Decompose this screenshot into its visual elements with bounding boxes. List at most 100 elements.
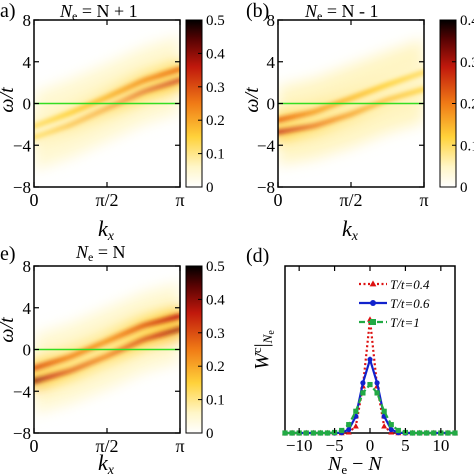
- colorbar-tick-label: 0: [206, 426, 214, 442]
- colorbar-tick-label: 0.2: [206, 359, 225, 375]
- colorbar-tick-label: 0.5: [206, 259, 225, 275]
- ylabel-c: ω/t: [0, 317, 18, 343]
- band-core-segment: [172, 76, 180, 84]
- data-point: [360, 380, 366, 386]
- x-tick-label: π/2: [339, 190, 362, 210]
- y-tick-label: 4: [23, 53, 32, 72]
- colorbar-tick-label: 0.3: [206, 80, 225, 96]
- data-point: [346, 427, 352, 433]
- legend-label: T/t=0.4: [390, 277, 430, 292]
- colorbar-tick-label: 0.4: [460, 13, 474, 29]
- panel-a: a) Ne = N + 1 840−4−80 π/2 π 00.10.20.30.4…: [0, 0, 225, 244]
- data-point: [424, 430, 430, 436]
- y-tick-label: −4: [13, 136, 32, 155]
- colorbar-tick-label: 0.4: [206, 46, 225, 62]
- panel-c: e) Ne = N 840−4−80 π/2 π 00.10.20.30.40.5 …: [0, 242, 225, 474]
- series-line: [285, 382, 455, 435]
- panel-b-label: (b): [246, 0, 269, 22]
- spectral-band-2: [278, 64, 424, 129]
- panel-d-label: (d): [246, 245, 269, 267]
- x-tick-label: 5: [401, 436, 410, 455]
- band-core-segment: [416, 86, 424, 93]
- series-line: [285, 355, 455, 435]
- x-tick-label: π/2: [95, 436, 118, 456]
- data-point: [381, 423, 388, 429]
- series-line: [285, 319, 455, 435]
- x-tick-label: π: [175, 436, 184, 456]
- data-point: [353, 408, 359, 414]
- plot-frame-d: [284, 265, 456, 434]
- heatmap-area-a: [34, 35, 180, 171]
- data-point: [388, 427, 394, 433]
- legend-marker: [370, 319, 376, 325]
- data-point: [352, 423, 359, 429]
- x-tick-label: −5: [326, 436, 344, 455]
- colorbar-ticks-c: 0 0.1 0.2 0.3 0.4 0.5: [198, 259, 225, 442]
- colorbar-ticks-a: 0 0.1 0.2 0.3 0.4 0.5: [198, 13, 225, 196]
- data-point: [374, 380, 380, 386]
- heatmap-area-b: [278, 38, 424, 166]
- x-tick-label: 0: [274, 190, 283, 210]
- colorbar-a: [185, 19, 203, 188]
- legend-marker: [369, 280, 377, 287]
- y-tick-label: 8: [23, 11, 32, 30]
- data-point: [339, 427, 345, 434]
- xlabel-d: Ne − N: [327, 453, 383, 474]
- legend-item: T/t=0.6: [359, 296, 430, 311]
- colorbar-tick-label: 0.1: [206, 393, 225, 409]
- y-tick-label: 8: [23, 257, 32, 276]
- plot-area-d: [282, 316, 458, 436]
- panel-c-label: e): [0, 243, 16, 265]
- band-core-segment: [416, 69, 424, 77]
- legend-item: T/t=0.4: [359, 277, 430, 292]
- colorbar-tick-label: 0.2: [460, 97, 474, 113]
- series-T/t=0.4: [282, 316, 458, 436]
- data-point: [317, 430, 324, 436]
- x-tick-label: 0: [30, 190, 39, 210]
- colorbar-tick-label: 0.2: [206, 113, 225, 129]
- data-point: [282, 430, 288, 436]
- panel-a-label: a): [0, 0, 16, 22]
- colorbar-tick-label: 0: [206, 180, 214, 196]
- colorbar-tick-label: 0.4: [206, 292, 225, 308]
- legend-marker: [370, 300, 376, 306]
- axes-c: 840−4−80 π/2 π: [13, 257, 185, 456]
- data-point: [346, 422, 352, 428]
- data-point: [374, 390, 380, 396]
- xlabel-b: kx: [342, 216, 359, 244]
- spectral-band-1: [34, 320, 180, 389]
- spectral-band-1: [34, 71, 180, 145]
- x-tick-label: −10: [286, 436, 313, 455]
- series-T/t=0.6: [282, 355, 458, 436]
- y-tick-label: −4: [13, 382, 32, 401]
- spectral-band-core: [34, 66, 180, 129]
- colorbar-tick-label: 0.1: [206, 147, 225, 163]
- x-tick-label: π: [175, 190, 184, 210]
- y-tick-label: 0: [23, 341, 32, 360]
- x-tick-label: π/2: [95, 190, 118, 210]
- ylabel-d: Wc|Ne: [249, 330, 277, 370]
- band-core-segment: [172, 313, 180, 320]
- spectral-band-1: [278, 80, 424, 140]
- legend-d: T/t=0.4 T/t=0.6 T/t=1: [359, 277, 430, 330]
- data-point: [431, 430, 437, 436]
- spectral-band-core: [34, 326, 180, 384]
- series-T/t=1: [282, 381, 458, 436]
- y-tick-label: −8: [13, 178, 31, 197]
- x-tick-label: 0: [30, 436, 39, 456]
- ylabel-a: ω/t: [0, 87, 18, 113]
- band-core-segment: [172, 326, 180, 333]
- colorbar-ticks-b: 0 0.1 0.2 0.3 0.4: [452, 13, 474, 196]
- data-point: [367, 356, 373, 363]
- y-tick-label: 4: [23, 299, 32, 318]
- panel-c-title: Ne = N: [75, 242, 126, 264]
- spectral-band-core: [34, 313, 180, 371]
- data-point: [367, 381, 373, 388]
- data-point: [381, 408, 387, 414]
- data-point: [289, 430, 295, 436]
- data-point: [310, 430, 316, 436]
- y-tick-label: −4: [257, 136, 276, 155]
- data-point: [324, 430, 331, 436]
- legend-label: T/t=0.6: [390, 296, 430, 311]
- y-tick-label: 0: [23, 95, 32, 114]
